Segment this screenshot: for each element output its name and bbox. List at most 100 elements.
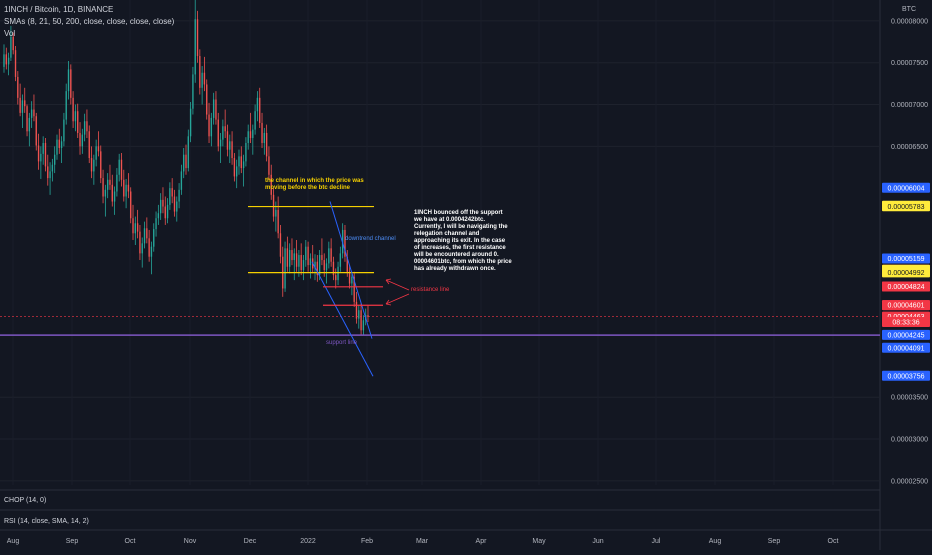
candle-body [337,266,339,281]
candle-body [60,141,63,149]
candle-body [265,132,268,157]
candle-body [173,196,176,212]
candle-body [100,151,102,179]
candle-body [277,209,279,234]
candle-body [346,256,348,272]
candle-body [104,189,107,197]
price-badge-label: 0.00004245 [888,332,925,339]
candle-body [224,126,226,132]
sma-legend[interactable]: SMAs (8, 21, 50, 200, close, close, clos… [4,17,175,26]
candle-body [77,111,79,133]
candle-body [249,131,252,138]
candle-body [141,243,143,254]
resistance-note[interactable]: resistance line [411,287,450,293]
candle-body [360,310,362,331]
candle-body [330,248,332,262]
candle-body [298,255,300,267]
candle-body [53,154,56,165]
price-badge [882,281,930,292]
time-tick-label: Aug [709,538,722,545]
candle-body [116,174,118,192]
time-tick-label: May [532,538,546,545]
candle-body [238,156,240,167]
candle-body [263,132,266,143]
time-tick-label: Jul [652,538,661,545]
time-axis: Aug Sep Oct Nov Dec 2022 Feb Mar Apr May Jun Jul Aug… [7,538,839,545]
candle-body [51,164,54,172]
candle-body [28,117,31,132]
candle-body [305,246,307,261]
candle-body [88,131,90,159]
candle-body [169,188,171,205]
candle-body [42,142,44,154]
candle-body [268,156,270,175]
price-tick-label: 0.00006500 [891,144,928,151]
candle-body [187,136,189,169]
candle-body [159,199,162,214]
candle-body [189,108,192,137]
analysis-note[interactable]: 1INCH bounced off the support we have at… [414,210,512,272]
candle-body [17,76,19,98]
price-badge-label: 0.00003756 [888,373,925,380]
price-badge [882,316,930,327]
price-badge [882,201,930,212]
candle-body [259,97,261,123]
price-badge [882,300,930,311]
candle-body [97,146,100,152]
candle-body [47,166,49,179]
candle-body [284,248,286,289]
symbol-legend[interactable]: 1INCH / Bitcoin, 1D, BINANCE [4,5,114,14]
candle-body [130,191,132,219]
chop-indicator-label[interactable]: CHOP (14, 0) [4,497,47,504]
candle-body [240,156,242,169]
candle-body [254,111,256,130]
candle-body [3,54,5,67]
price-badge-label: 0.00004992 [888,270,925,277]
candle-body [155,218,157,230]
candle-body [210,117,213,137]
candle-body [176,201,178,212]
time-tick-label: Sep [66,538,79,545]
channel-note[interactable]: the channel in which the price was movin… [265,178,364,191]
price-tick-label: 0.00003500 [891,395,928,402]
rsi-indicator-label[interactable]: RSI (14, close, SMA, 14, 2) [4,518,89,525]
candle-body [58,139,60,149]
candle-body [325,263,328,271]
time-tick-label: Oct [125,538,136,545]
candle-body [30,109,33,118]
vol-legend[interactable]: Vol [4,29,16,38]
candle-body [157,213,160,219]
price-badge-label: 0.00005159 [888,256,925,263]
candle-body [332,261,335,276]
candle-body [344,229,346,257]
price-badge [882,329,930,340]
candle-body [67,69,70,92]
candle-body [178,189,180,202]
price-tick-label: 0.00003000 [891,437,928,444]
candle-body [24,100,26,107]
candle-body [65,91,67,120]
candle-body [256,97,259,112]
candle-body [219,139,222,147]
price-badge-label: 0.00006004 [888,185,925,192]
candle-body [37,145,40,162]
candle-body [109,179,111,185]
price-tick-label: 0.00002500 [891,478,928,485]
candle-body [231,141,233,159]
candle-body [171,188,173,197]
price-tick-label: 0.00008000 [891,18,928,25]
price-badge [882,253,930,264]
candle-body [291,250,293,261]
candle-body [63,119,65,142]
candle-body [106,179,109,190]
candle-body [367,315,369,317]
candle-body [316,261,319,276]
candle-body [293,253,295,261]
downtrend-note[interactable]: downtrend channel [345,236,396,242]
candle-body [44,142,47,167]
candle-body [275,209,277,217]
candle-body [35,116,37,146]
support-note[interactable]: support line [326,340,358,346]
